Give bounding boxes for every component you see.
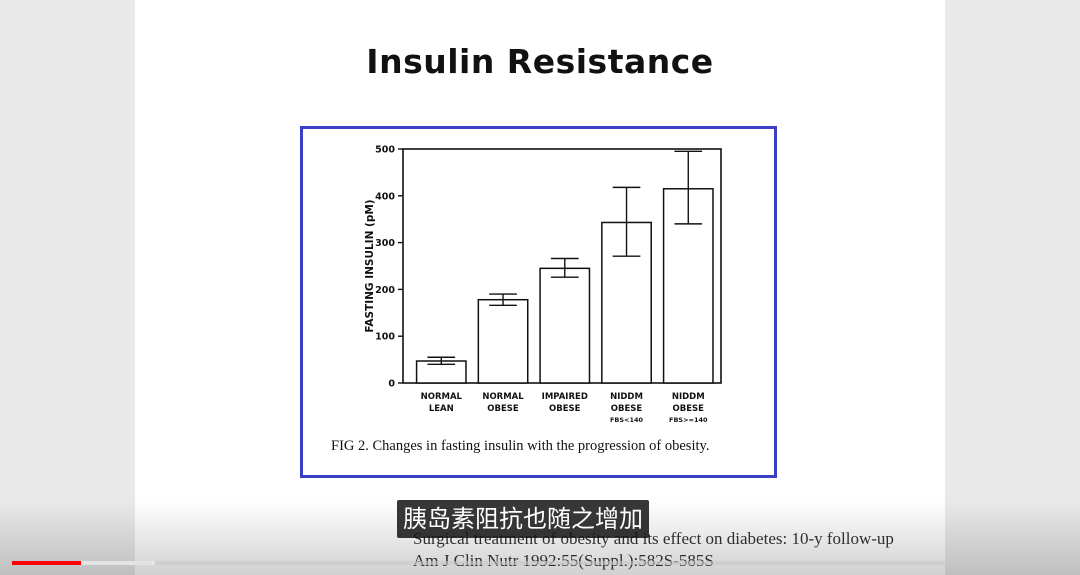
bar (477, 298, 529, 384)
video-progress-bar[interactable] (12, 561, 1068, 565)
category-label-line2: LEAN (429, 404, 454, 414)
presentation-slide: Insulin Resistance 0 100 200 300 400 500 FASTI… (135, 0, 945, 575)
category-label-line2: OBESE (549, 404, 581, 414)
citation-journal: Am J Clin Nutr 1992:55(Suppl.):582S-585S (413, 550, 894, 572)
y-tick-label: 400 (375, 191, 395, 202)
category-label-line3: FBS>=140 (669, 416, 708, 424)
category-label-line2: OBESE (611, 404, 643, 414)
category-label-line1: NIDDM (610, 392, 643, 402)
category-label-line3: FBS<140 (610, 416, 644, 424)
slide-title: Insulin Resistance (366, 42, 714, 81)
category-label-line2: OBESE (673, 404, 705, 414)
y-tick-label: 500 (375, 145, 395, 156)
y-axis-label: FASTING INSULIN (pM) (364, 199, 376, 332)
fasting-insulin-bar-chart: 0 100 200 300 400 500 FASTING INSULIN (pM) NORM… (364, 145, 722, 424)
progress-buffered (12, 561, 155, 565)
category-label-line1: NORMAL (482, 392, 524, 402)
y-tick-label: 0 (388, 379, 395, 390)
category-label-line1: NORMAL (421, 392, 463, 402)
category-label-line1: IMPAIRED (542, 392, 588, 402)
y-tick-label: 200 (375, 285, 395, 296)
y-tick-label: 300 (375, 238, 395, 249)
video-subtitle: 胰岛素阻抗也随之增加 (397, 500, 649, 538)
category-label-line2: OBESE (487, 404, 519, 414)
category-label-line1: NIDDM (672, 392, 705, 402)
figure-frame: 0 100 200 300 400 500 FASTING INSULIN (pM) NORM… (300, 126, 777, 478)
figure-caption: FIG 2. Changes in fasting insulin with t… (331, 438, 710, 454)
bar (539, 267, 591, 384)
progress-played (12, 561, 81, 565)
y-tick-label: 100 (375, 332, 395, 343)
